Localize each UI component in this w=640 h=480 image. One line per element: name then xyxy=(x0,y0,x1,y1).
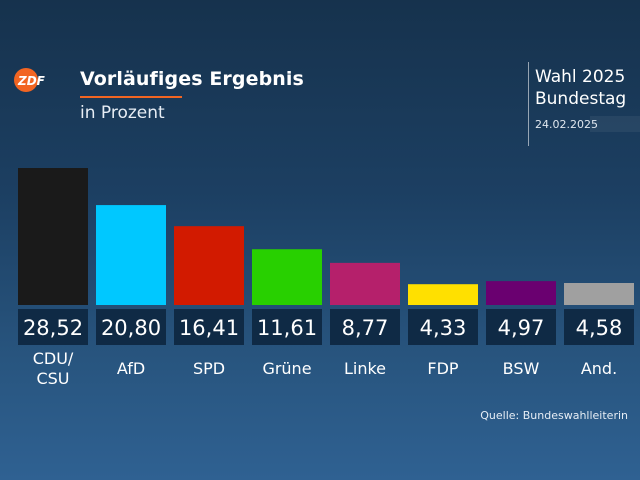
chart-subtitle: in Prozent xyxy=(80,103,165,123)
bar-3 xyxy=(252,249,322,305)
category-label-3: Grüne xyxy=(262,359,311,378)
value-box-4 xyxy=(330,309,400,345)
bar-0 xyxy=(18,168,88,305)
bar-1 xyxy=(96,205,166,305)
category-label-0-line-1: CSU xyxy=(36,369,69,388)
category-label-2: SPD xyxy=(193,359,225,378)
value-label-4: 8,77 xyxy=(342,316,389,340)
bar-4 xyxy=(330,262,400,305)
value-box-2 xyxy=(174,309,244,345)
value-label-3: 11,61 xyxy=(257,316,317,340)
value-label-2: 16,41 xyxy=(179,316,239,340)
category-label-5: FDP xyxy=(427,359,459,378)
value-label-0: 28,52 xyxy=(23,316,83,340)
value-label-6: 4,97 xyxy=(498,316,545,340)
value-box-7 xyxy=(564,309,634,345)
election-title: Wahl 2025 Bundestag xyxy=(535,67,627,109)
source-note: Quelle: Bundeswahlleiterin xyxy=(480,409,628,422)
zdf-logo: ZDF xyxy=(14,68,46,92)
value-label-1: 20,80 xyxy=(101,316,161,340)
value-label-5: 4,33 xyxy=(420,316,467,340)
title-underline xyxy=(80,96,182,98)
category-label-1: AfD xyxy=(117,359,145,378)
category-label-4: Linke xyxy=(344,359,386,378)
value-box-5 xyxy=(408,309,478,345)
date-background xyxy=(590,116,640,132)
bar-7 xyxy=(564,282,634,305)
chart-title: Vorläufiges Ergebnis xyxy=(80,68,304,90)
bar-2 xyxy=(174,226,244,305)
election-date: 24.02.2025 xyxy=(535,118,598,131)
value-box-1 xyxy=(96,309,166,345)
category-label-7: And. xyxy=(581,359,617,378)
category-label-6: BSW xyxy=(503,359,540,378)
bar-5 xyxy=(408,284,478,305)
bar-6 xyxy=(486,281,556,305)
value-box-3 xyxy=(252,309,322,345)
value-label-7: 4,58 xyxy=(576,316,623,340)
header-separator xyxy=(528,62,529,146)
category-label-0-line-0: CDU/ xyxy=(33,349,74,368)
value-box-0 xyxy=(18,309,88,345)
value-box-6 xyxy=(486,309,556,345)
zdf-logo-text: ZDF xyxy=(17,74,46,88)
